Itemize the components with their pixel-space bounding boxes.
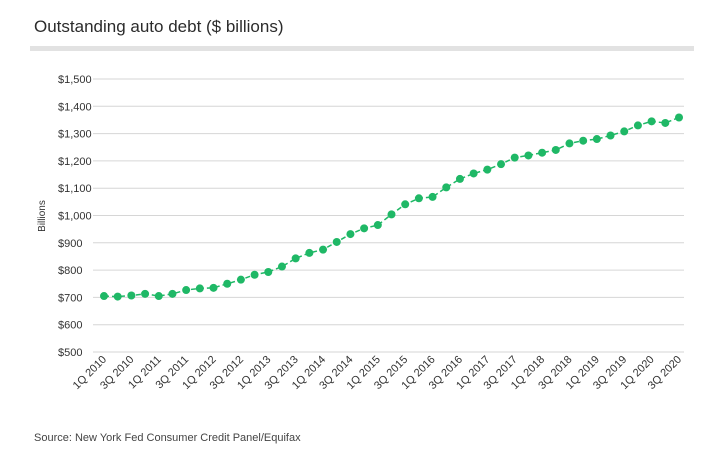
data-point xyxy=(401,200,410,209)
chart-title: Outstanding auto debt ($ billions) xyxy=(34,17,284,36)
data-point xyxy=(565,139,574,148)
data-point xyxy=(332,237,341,246)
y-tick-label: $900 xyxy=(58,238,82,250)
y-tick-label: $800 xyxy=(58,265,82,277)
data-point xyxy=(551,145,560,154)
data-point xyxy=(182,286,191,295)
data-point xyxy=(100,292,108,301)
data-point xyxy=(510,153,519,162)
data-point xyxy=(373,221,382,230)
data-point xyxy=(524,151,533,160)
grid-lines xyxy=(93,78,684,353)
data-point xyxy=(647,117,656,126)
data-point xyxy=(538,148,547,157)
y-axis-title: Billions xyxy=(37,200,48,232)
data-point xyxy=(483,165,492,174)
data-point xyxy=(661,118,670,127)
data-point xyxy=(579,136,588,145)
data-point xyxy=(223,279,232,288)
data-point xyxy=(633,121,642,130)
y-tick-label: $600 xyxy=(58,320,82,332)
data-point xyxy=(127,291,136,300)
series-points xyxy=(100,113,683,301)
y-tick-label: $500 xyxy=(58,347,82,359)
data-point xyxy=(346,230,355,239)
y-tick-label: $1,200 xyxy=(58,156,92,168)
data-point xyxy=(305,248,314,257)
data-point xyxy=(141,289,150,298)
data-point xyxy=(387,210,396,219)
data-point xyxy=(113,292,122,301)
data-point xyxy=(168,289,177,298)
data-point xyxy=(442,183,451,192)
title-divider xyxy=(30,46,694,51)
source-note: Source: New York Fed Consumer Credit Pan… xyxy=(34,432,301,444)
data-point xyxy=(497,160,506,169)
data-point xyxy=(360,224,369,233)
line-chart: $500 $600 $700 $800 $900 $1,000 $1,100 $1,200 $1… xyxy=(37,74,684,392)
data-point xyxy=(620,127,629,136)
data-point xyxy=(209,283,218,292)
data-point xyxy=(414,194,423,203)
data-point xyxy=(592,135,601,144)
y-tick-label: $1,000 xyxy=(58,211,92,223)
data-point xyxy=(428,192,437,201)
y-tick-label: $1,100 xyxy=(58,183,92,195)
data-point xyxy=(236,275,245,284)
data-point xyxy=(319,245,328,254)
data-point xyxy=(250,270,259,279)
y-tick-label: $700 xyxy=(58,292,82,304)
y-tick-label: $1,500 xyxy=(58,74,92,86)
data-point xyxy=(455,174,464,183)
data-point xyxy=(675,113,683,122)
data-point xyxy=(277,262,286,271)
data-point xyxy=(264,268,273,277)
data-point xyxy=(606,131,615,140)
data-point xyxy=(291,254,300,263)
data-point xyxy=(154,292,163,301)
y-axis-ticks: $500 $600 $700 $800 $900 $1,000 $1,100 $1,200 $1… xyxy=(58,74,92,359)
y-tick-label: $1,400 xyxy=(58,101,92,113)
data-point xyxy=(195,284,204,293)
data-point xyxy=(469,169,478,178)
y-tick-label: $1,300 xyxy=(58,129,92,141)
